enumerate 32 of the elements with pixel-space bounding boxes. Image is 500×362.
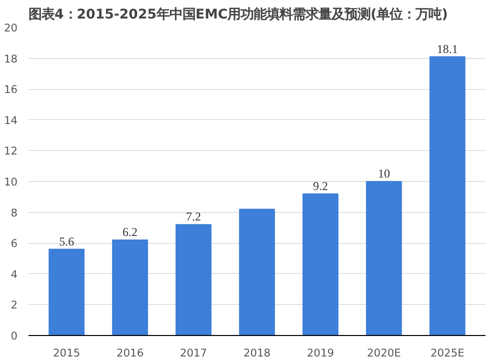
data-label: 6.2 xyxy=(122,225,138,240)
y-tick-label: 14 xyxy=(4,114,18,127)
x-tick-label: 2016 xyxy=(116,346,144,360)
y-tick-label: 4 xyxy=(10,268,18,281)
data-label: 7.2 xyxy=(186,210,202,224)
y-tick-label: 16 xyxy=(4,83,18,96)
y-tick-label: 6 xyxy=(10,237,18,250)
bar xyxy=(112,240,148,336)
bar xyxy=(239,208,275,336)
y-tick-label: 2 xyxy=(10,298,18,312)
bar xyxy=(429,56,466,336)
chart-title: 图表4：2015-2025年中国EMC用功能填料需求量及预测(单位：万吨) xyxy=(28,6,448,22)
y-tick-label: 18 xyxy=(4,52,18,66)
y-tick-label: 20 xyxy=(4,22,18,34)
data-label: 10 xyxy=(378,166,390,180)
x-tick-label: 2017 xyxy=(180,346,208,360)
bar xyxy=(48,248,85,336)
data-label: 5.6 xyxy=(59,234,74,248)
y-tick-label: 10 xyxy=(4,176,18,188)
x-tick-label: 2015 xyxy=(53,346,80,360)
x-tick-label: 2020E xyxy=(367,346,402,360)
y-tick-label: 8 xyxy=(10,206,18,220)
data-label: 9.2 xyxy=(312,178,328,193)
y-tick-label: 12 xyxy=(4,144,18,158)
y-tick-label: 0 xyxy=(10,330,18,342)
bar xyxy=(302,193,338,336)
data-label: 18.1 xyxy=(436,42,458,56)
x-tick-label: 2025E xyxy=(430,346,465,360)
x-tick-label: 2018 xyxy=(243,346,271,360)
bar xyxy=(366,181,402,336)
bar xyxy=(176,224,212,336)
x-tick-label: 2019 xyxy=(306,346,334,360)
